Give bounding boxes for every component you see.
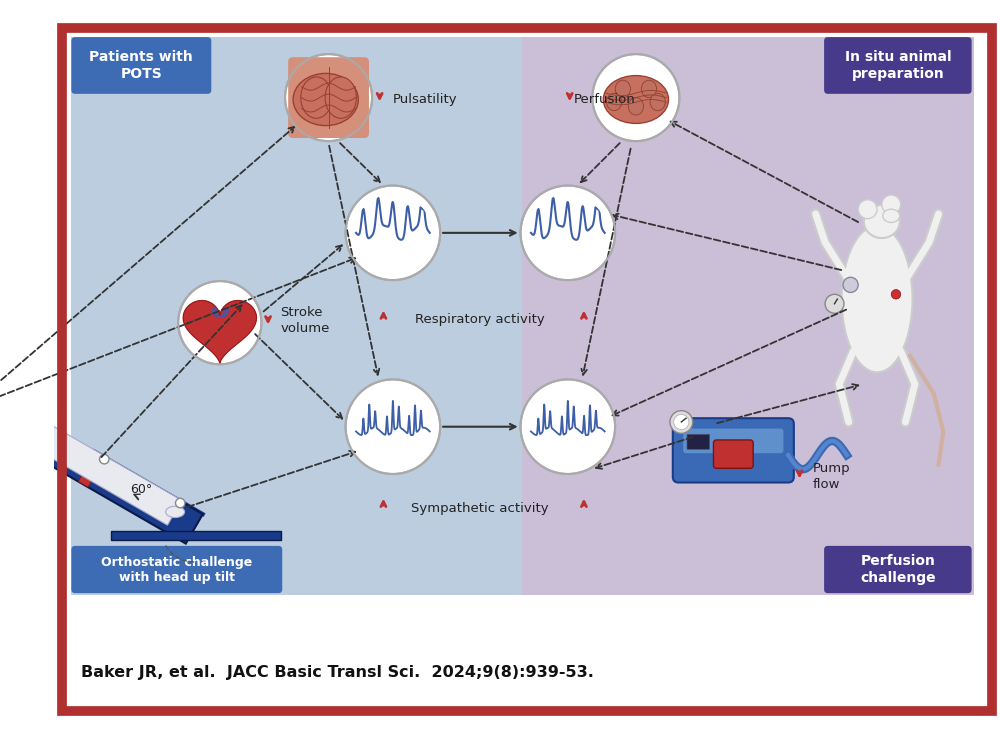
Text: Respiratory activity: Respiratory activity — [415, 313, 545, 327]
FancyBboxPatch shape — [713, 440, 753, 469]
Ellipse shape — [301, 77, 332, 118]
Ellipse shape — [842, 225, 913, 372]
Ellipse shape — [603, 75, 669, 123]
Polygon shape — [183, 301, 256, 364]
Circle shape — [670, 411, 693, 433]
Polygon shape — [78, 452, 105, 487]
FancyBboxPatch shape — [824, 37, 972, 94]
Text: Patients with
POTS: Patients with POTS — [89, 50, 193, 81]
Circle shape — [858, 200, 877, 219]
Circle shape — [346, 185, 440, 280]
Text: Perfusion
challenge: Perfusion challenge — [860, 554, 936, 585]
Circle shape — [100, 454, 109, 464]
FancyBboxPatch shape — [683, 429, 783, 453]
Ellipse shape — [293, 73, 358, 126]
Circle shape — [521, 185, 615, 280]
FancyBboxPatch shape — [673, 418, 794, 483]
Text: Sympathetic activity: Sympathetic activity — [411, 502, 549, 514]
Text: Orthostatic challenge
with head up tilt: Orthostatic challenge with head up tilt — [101, 556, 252, 584]
Circle shape — [891, 290, 901, 299]
Ellipse shape — [628, 98, 644, 115]
Circle shape — [0, 399, 5, 418]
Text: Pulsatility: Pulsatility — [393, 93, 458, 106]
Ellipse shape — [883, 209, 900, 222]
Circle shape — [521, 379, 615, 474]
FancyBboxPatch shape — [288, 57, 369, 138]
FancyBboxPatch shape — [71, 546, 282, 593]
FancyBboxPatch shape — [522, 37, 974, 595]
Polygon shape — [0, 403, 182, 525]
Text: Pump
flow: Pump flow — [813, 463, 850, 491]
Ellipse shape — [641, 81, 657, 98]
Ellipse shape — [650, 93, 665, 111]
Ellipse shape — [615, 81, 630, 98]
Circle shape — [346, 379, 440, 474]
Text: Perfusion: Perfusion — [573, 93, 635, 106]
Ellipse shape — [325, 77, 356, 118]
Circle shape — [674, 415, 689, 429]
FancyBboxPatch shape — [824, 546, 972, 593]
Polygon shape — [0, 389, 203, 544]
Text: 60°: 60° — [130, 483, 152, 496]
Text: Baker JR, et al.  JACC Basic Transl Sci.  2024;9(8):939-53.: Baker JR, et al. JACC Basic Transl Sci. … — [81, 665, 594, 680]
Ellipse shape — [166, 506, 185, 517]
Circle shape — [28, 413, 37, 423]
Circle shape — [178, 281, 261, 364]
Circle shape — [592, 54, 679, 141]
Circle shape — [825, 294, 844, 313]
Polygon shape — [111, 531, 281, 540]
FancyBboxPatch shape — [71, 37, 211, 94]
FancyBboxPatch shape — [687, 435, 710, 449]
Circle shape — [843, 277, 858, 293]
Text: Stroke
volume: Stroke volume — [280, 306, 330, 336]
FancyBboxPatch shape — [71, 37, 522, 595]
Ellipse shape — [607, 93, 622, 111]
Circle shape — [882, 195, 901, 214]
Circle shape — [285, 54, 372, 141]
Circle shape — [176, 498, 185, 508]
Text: In situ animal
preparation: In situ animal preparation — [845, 50, 951, 81]
Ellipse shape — [864, 205, 900, 238]
